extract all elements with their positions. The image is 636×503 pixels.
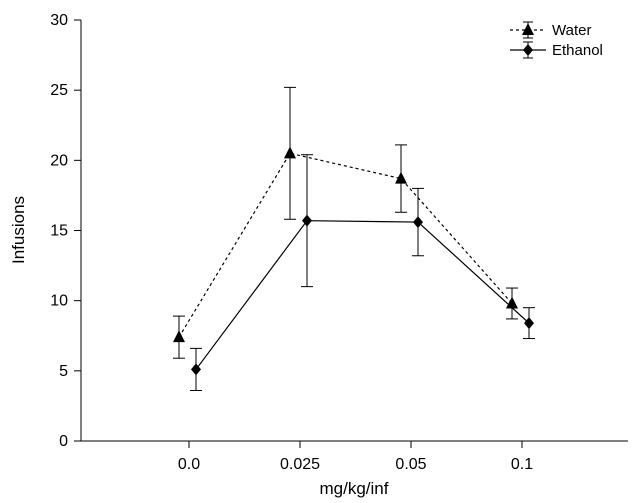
legend-marker (523, 44, 533, 56)
data-point (284, 146, 296, 159)
data-point (173, 330, 185, 343)
y-tick-label: 30 (50, 12, 68, 29)
legend-label: Water (552, 22, 591, 39)
legend-label: Ethanol (552, 42, 603, 59)
x-tick-label: 0.05 (395, 456, 426, 473)
x-axis-label: mg/kg/inf (320, 479, 389, 498)
data-point (395, 171, 407, 184)
data-point (413, 216, 423, 229)
series-line (195, 220, 530, 370)
data-point (302, 214, 312, 227)
series-ethanol (190, 154, 535, 391)
data-point (191, 363, 201, 376)
y-tick-label: 15 (50, 223, 68, 240)
legend-marker (522, 23, 534, 35)
series-layer (173, 86, 535, 391)
y-ticks: 0 5 10 15 20 25 30 (50, 12, 81, 450)
x-tick-label: 0.0 (178, 456, 200, 473)
series-line (178, 152, 513, 338)
x-ticks: 0.0 0.025 0.05 0.1 (178, 441, 533, 473)
y-tick-label: 5 (59, 363, 68, 380)
axes (80, 20, 628, 442)
x-tick-label: 0.025 (280, 456, 320, 473)
y-axis-label: Infusions (9, 196, 28, 264)
data-point (506, 296, 518, 309)
legend-item-ethanol: Ethanol (510, 41, 603, 59)
data-point (524, 317, 534, 330)
x-tick-label: 0.1 (511, 456, 533, 473)
y-tick-label: 0 (59, 433, 68, 450)
legend-item-water: Water (510, 21, 591, 39)
y-tick-label: 20 (50, 152, 68, 169)
series-water (173, 86, 518, 359)
legend: Water Ethanol (510, 21, 603, 59)
y-tick-label: 10 (50, 293, 68, 310)
y-tick-label: 25 (50, 82, 68, 99)
